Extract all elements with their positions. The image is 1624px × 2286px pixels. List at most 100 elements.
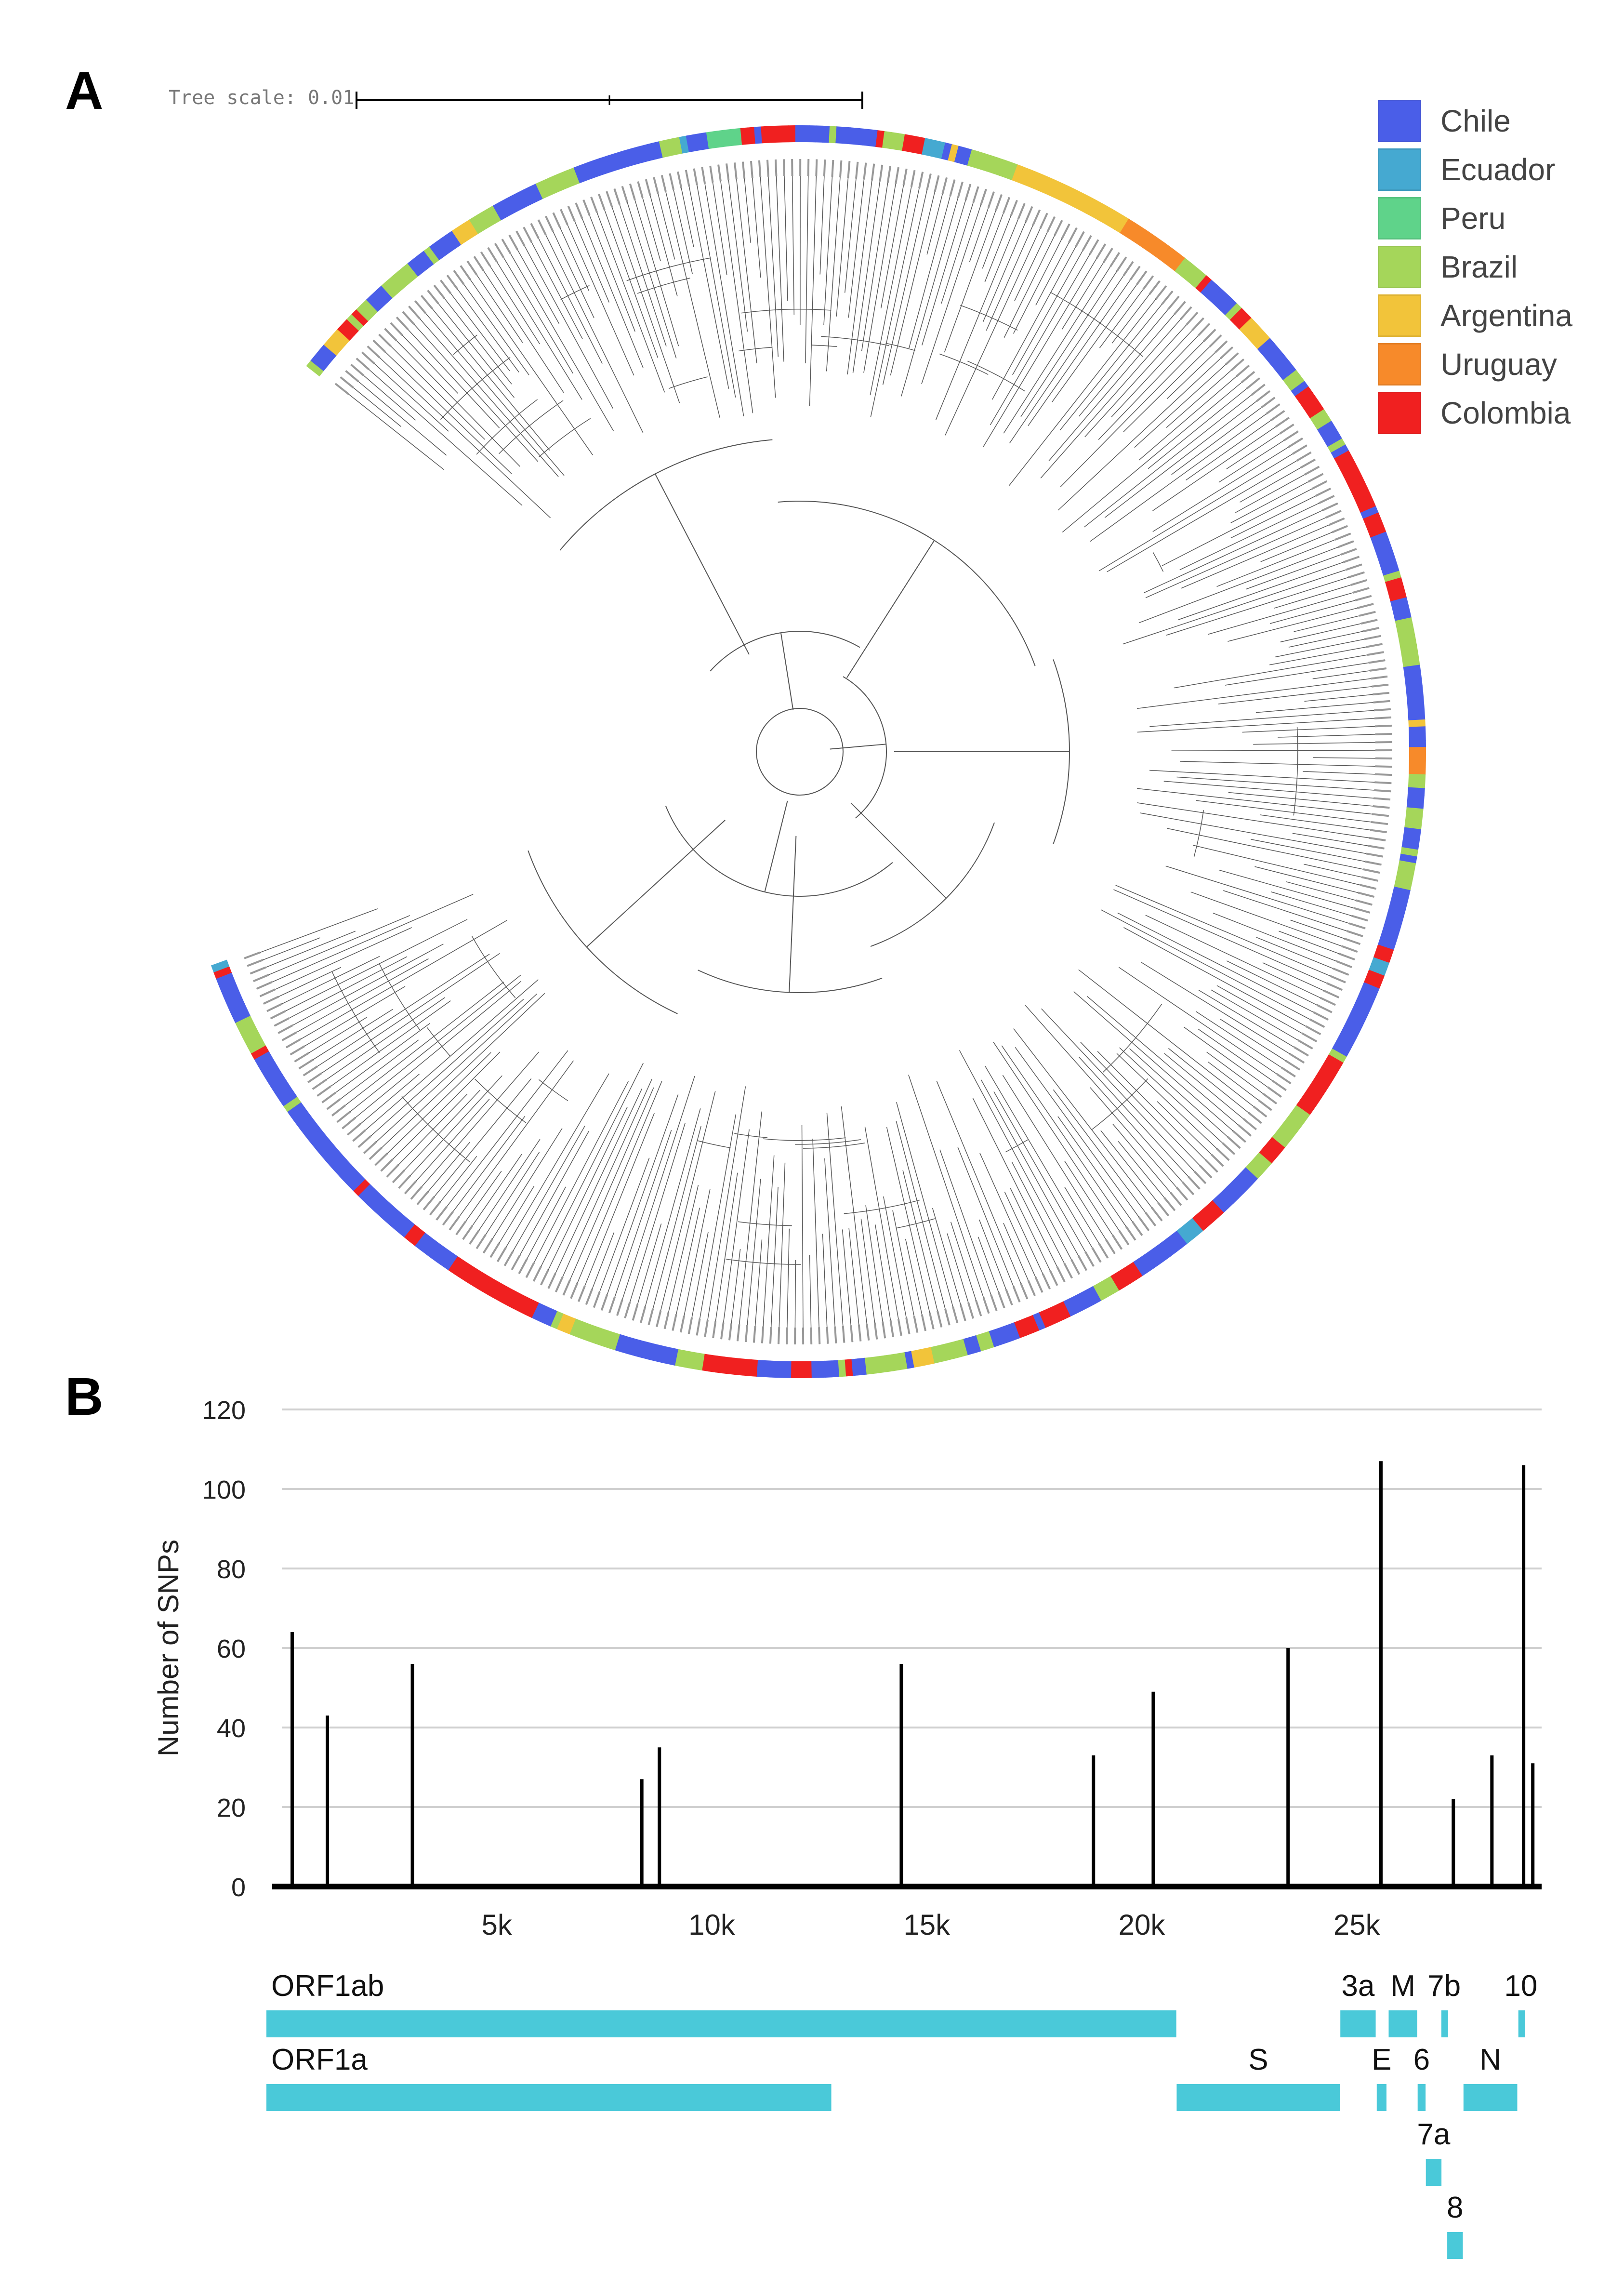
tree-tip-label [1242,1118,1257,1130]
tree-branch [1064,1160,1122,1249]
tree-branch [317,1000,451,1096]
ring-segment [781,125,790,143]
ring-segment [1160,1238,1176,1257]
ring-segment [1379,558,1398,570]
tree-tip-label [1372,813,1389,817]
tree-branch [1213,913,1352,968]
tree-branch [737,1111,762,1342]
tree-tip-label [871,163,875,181]
ring-segment [783,1361,792,1378]
tree-tip-label [1219,346,1234,359]
tree-tip-label [1311,480,1328,490]
ring-segment [1405,685,1424,694]
ring-segment [1239,318,1257,335]
ring-segment [1250,1157,1268,1174]
ring-segment [1370,532,1389,545]
ring-segment [271,1079,290,1095]
tree-tip-label [847,161,851,178]
tree-branch [1251,839,1382,865]
ring-segment [1205,284,1223,302]
ring-segment [1274,359,1293,375]
tree-branch [614,188,667,346]
tree-tip-label [921,1314,927,1331]
tree-tip-label [1320,997,1336,1006]
ring-segment [471,1270,486,1289]
ring-segment [1404,820,1422,830]
tree-branch [1269,643,1383,665]
ring-segment [1346,475,1365,489]
tree-branch [1113,889,1343,991]
tree-branch [852,164,883,373]
ring-segment [504,195,519,214]
tree-branch [745,1179,761,1342]
ring-segment [1363,512,1382,526]
tree-branch [822,1234,829,1344]
ring-segment [625,148,637,166]
tree-tip-label [1179,306,1192,320]
tree-internal-arc [741,308,832,314]
tree-tip-label [1265,403,1281,415]
tree-tip-label [696,1318,701,1336]
ring-segment [525,1299,539,1318]
tree-tip-label [414,300,427,315]
tree-internal-arc [440,357,511,420]
tree-tip-label [1337,540,1354,548]
ring-segment [1279,364,1297,381]
tree-tip-label [1173,301,1186,315]
ring-segment [699,132,710,150]
ring-segment [1287,375,1305,391]
tree-tip-label [1236,364,1250,377]
ring-segment [457,223,473,241]
ring-segment [499,199,514,217]
tree-tip-label [1373,700,1390,704]
tree-branch [1190,891,1358,952]
tree-branch [434,285,512,385]
tree-branch [1123,927,1321,1035]
tree-branch [369,993,545,1160]
tree-branch [991,231,1084,400]
tree-tip-label [928,1312,935,1329]
ring-segment [1386,912,1404,924]
tree-branch [842,1229,853,1342]
tree-tip-label [736,1324,740,1342]
ring-segment [1197,1209,1214,1227]
tree-branch [358,998,524,1148]
tree-internal-arc [738,1221,792,1226]
tree-branch [654,473,750,655]
tree-tip-label [317,1085,332,1097]
tree-tip-label [501,239,512,254]
tree-branch [337,974,521,1123]
tree-branch [1165,865,1366,929]
y-tick-label: 0 [231,1873,246,1902]
tree-branch [686,170,729,389]
tree-branch [1260,814,1387,833]
ring-segment [353,1179,370,1196]
gene-block [1441,2010,1448,2037]
tree-tip-label [363,1141,377,1154]
tree-branch [1013,1028,1162,1221]
ring-segment [339,1164,356,1182]
ring-segment [619,149,631,168]
tree-internal-arc [665,806,893,897]
tree-tip-label [1304,465,1320,476]
ring-segment [1254,1152,1272,1169]
tree-branch [1060,329,1216,488]
ring-segment [476,1274,492,1292]
ring-segment [1406,807,1424,816]
tree-tip-label [1371,675,1388,680]
tree-tip-label [1142,275,1154,290]
tree-branch [1230,488,1331,539]
ring-segment [1044,1307,1058,1326]
tree-tip-label [1319,495,1335,505]
tree-branch [1137,788,1389,816]
tree-branch [1040,306,1192,478]
tree-branch [436,1050,568,1221]
tree-tip-label [410,1185,423,1200]
tree-tip-label [733,162,738,180]
tree-branch [890,175,939,376]
ring-segment [446,230,462,249]
ring-segment [992,157,1005,176]
ring-segment [963,1337,975,1356]
tree-branch [870,170,915,396]
ring-segment [1368,963,1387,976]
